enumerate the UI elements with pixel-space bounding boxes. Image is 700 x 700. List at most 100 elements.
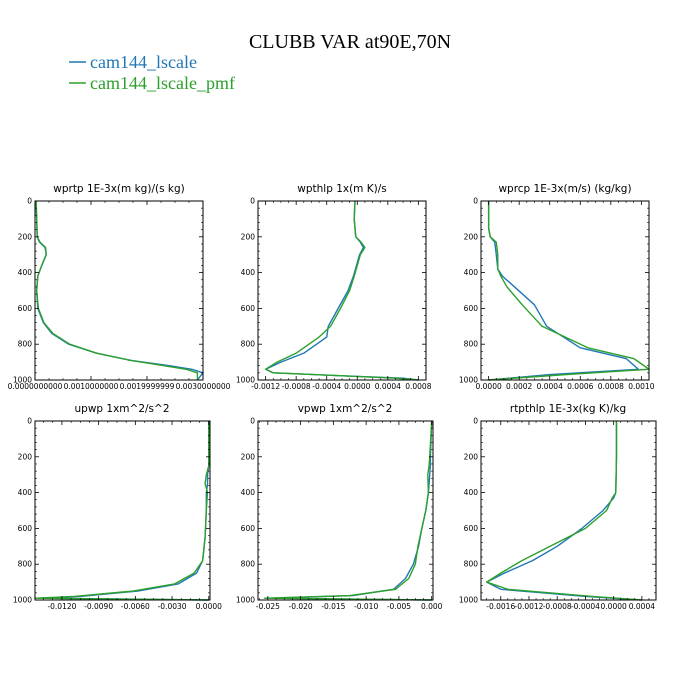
panel-upwp: upwp 1xm^2/s^2 02004006008001000-0.0120-… <box>13 403 222 611</box>
y-tick-label: 400 <box>241 268 256 277</box>
series-line-lscale-pmf <box>485 421 642 601</box>
series-line-lscale-pmf <box>34 421 210 601</box>
y-tick-label: 800 <box>18 340 33 349</box>
y-tick-label: 200 <box>241 452 256 461</box>
plot-frame <box>34 420 211 601</box>
y-tick-label: 1000 <box>13 596 32 605</box>
y-tick-label: 600 <box>241 304 256 313</box>
y-tick-label: 400 <box>464 268 479 277</box>
x-tick-label: -0.015 <box>321 602 345 611</box>
x-tick-label: -0.005 <box>387 602 411 611</box>
plot-frame <box>34 200 204 381</box>
legend: cam144_lscale cam144_lscale_pmf <box>69 52 235 93</box>
y-tick-label: 200 <box>464 452 479 461</box>
y-tick-label: 0 <box>27 197 32 206</box>
panel-vpwp: vpwp 1xm^2/s^2 0 200 400 600 800 1000-0.025 -0… <box>236 403 443 611</box>
figure-title: CLUBB VAR at90E,70N <box>249 31 451 53</box>
y-tick-label: 1000 <box>13 376 32 385</box>
x-tick-label: 0.0010000000 <box>64 382 119 391</box>
x-tick-label: 0.0006 <box>567 382 593 391</box>
y-tick-label: 800 <box>18 560 33 569</box>
y-tick-label: 1000 <box>236 596 255 605</box>
y-tick-label: 800 <box>464 340 479 349</box>
series-line-lscale-pmf <box>263 420 433 601</box>
x-tick-label: 0.0004 <box>537 382 563 391</box>
x-tick-label: 0.0000 <box>476 382 502 391</box>
series-line-lscale <box>264 200 419 381</box>
y-tick-label: 200 <box>18 232 33 241</box>
y-tick-label: 0 <box>250 197 255 206</box>
panel-title: wprcp 1E-3x(m/s) (kg/kg) <box>498 183 631 195</box>
x-tick-label: -0.0012 <box>515 602 544 611</box>
x-tick-label: 0.0019999999 <box>120 382 175 391</box>
y-tick-label: 1000 <box>459 596 478 605</box>
panel-wpthlp: wpthlp 1x(m K)/s 0 200 400 600 800 1000-0.001… <box>236 183 432 391</box>
series-line-lscale-pmf <box>35 200 199 380</box>
x-tick-label: -0.0004 <box>571 602 600 611</box>
y-tick-label: 800 <box>241 560 256 569</box>
x-tick-label: 0.0002 <box>506 382 532 391</box>
panel-wprtp: wprtp 1E-3x(m kg)/(s kg) 0 200 400 600 800 10… <box>8 183 231 391</box>
series-line-lscale <box>273 420 433 601</box>
x-tick-label: -0.020 <box>289 602 313 611</box>
x-tick-label: -0.0016 <box>486 602 515 611</box>
plot-frame <box>480 200 650 381</box>
series-line-lscale <box>35 200 204 381</box>
y-tick-label: 0 <box>473 197 478 206</box>
panel-title: upwp 1xm^2/s^2 <box>75 403 170 415</box>
series-line-lscale <box>485 421 642 601</box>
y-tick-label: 0 <box>473 417 478 426</box>
y-tick-label: 1000 <box>459 376 478 385</box>
x-tick-label: 0.0030000000 <box>176 382 231 391</box>
x-tick-label: -0.0008 <box>282 382 311 391</box>
panel-title: wprtp 1E-3x(m kg)/(s kg) <box>53 183 184 195</box>
x-tick-label: 0.0010 <box>628 382 654 391</box>
y-tick-label: 600 <box>464 304 479 313</box>
plot-frame <box>257 200 427 381</box>
x-tick-label: -0.0004 <box>312 382 341 391</box>
y-tick-label: 0 <box>250 417 255 426</box>
x-tick-label: -0.0120 <box>47 602 76 611</box>
panel-title: wpthlp 1x(m K)/s <box>297 183 387 195</box>
x-tick-label: -0.0090 <box>84 602 113 611</box>
y-tick-label: 600 <box>241 524 256 533</box>
plot-frame <box>257 420 434 601</box>
y-tick-label: 600 <box>464 524 479 533</box>
panel-title: vpwp 1xm^2/s^2 <box>298 403 393 415</box>
y-tick-label: 600 <box>18 304 33 313</box>
x-tick-label: 0.0008 <box>598 382 624 391</box>
x-tick-label: 0.0000 <box>344 382 370 391</box>
x-tick-label: -0.0012 <box>251 382 280 391</box>
y-tick-label: 200 <box>464 232 479 241</box>
x-tick-label: -0.025 <box>256 602 280 611</box>
series-line-lscale <box>42 421 210 601</box>
y-tick-label: 400 <box>464 488 479 497</box>
y-tick-label: 200 <box>18 452 33 461</box>
x-tick-label: 0.0008 <box>405 382 431 391</box>
series-line-lscale-pmf <box>487 201 650 381</box>
y-tick-label: 400 <box>241 488 256 497</box>
x-tick-label: 0.0000 <box>601 602 627 611</box>
series-line-lscale <box>487 201 640 381</box>
x-tick-label: 0.0004 <box>629 602 655 611</box>
x-tick-label: 0.000 <box>421 602 443 611</box>
legend-label-0: cam144_lscale <box>90 52 197 72</box>
y-tick-label: 0 <box>27 417 32 426</box>
x-tick-label: -0.0060 <box>121 602 150 611</box>
x-tick-label: -0.0030 <box>158 602 187 611</box>
panel-title: rtpthlp 1E-3x(kg K)/kg <box>510 403 626 415</box>
y-tick-label: 1000 <box>236 376 255 385</box>
x-tick-label: 0.0000 <box>196 602 222 611</box>
y-tick-label: 600 <box>18 524 33 533</box>
x-tick-label: -0.0008 <box>543 602 572 611</box>
y-tick-label: 800 <box>464 560 479 569</box>
panel-wprcp: wprcp 1E-3x(m/s) (kg/kg) 0 200 400 600 800 10… <box>459 183 655 391</box>
x-tick-label: 0.0000000000 <box>8 382 63 391</box>
plot-frame <box>480 420 657 601</box>
x-tick-label: 0.0004 <box>375 382 401 391</box>
y-tick-label: 800 <box>241 340 256 349</box>
panel-rtpthlp: rtpthlp 1E-3x(kg K)/kg 0 200 400 600 800 1000… <box>459 403 657 611</box>
legend-label-1: cam144_lscale_pmf <box>90 73 235 93</box>
x-tick-label: -0.010 <box>354 602 378 611</box>
